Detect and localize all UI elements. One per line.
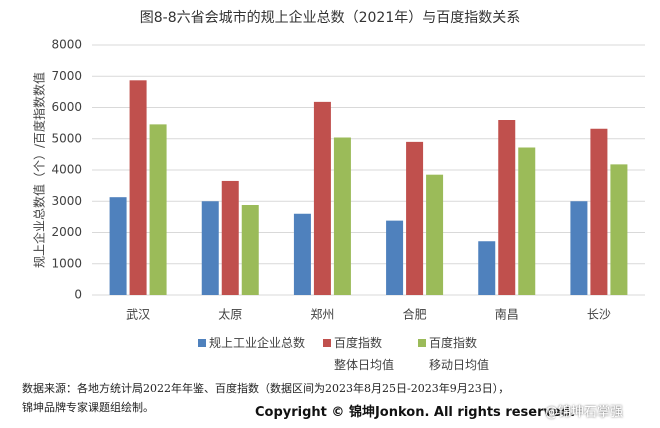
bar	[109, 197, 127, 295]
bar	[221, 180, 239, 295]
bar	[386, 220, 404, 295]
bar	[241, 205, 259, 295]
x-tick-label: 太原	[218, 307, 242, 322]
x-tick-label: 合肥	[403, 307, 427, 322]
copyright: Copyright © 锦坤Jonkon. All rights reserve…	[255, 405, 576, 420]
bar	[610, 164, 628, 295]
y-tick-label: 3000	[51, 194, 82, 208]
y-tick-label: 1000	[51, 256, 82, 270]
bar	[518, 147, 536, 295]
bar	[149, 124, 167, 295]
legend-label: 规上工业企业总数	[209, 336, 306, 350]
source-note: 锦坤品牌专家课题组绘制。	[22, 401, 154, 414]
y-tick-label: 7000	[51, 69, 82, 83]
legend-swatch	[418, 339, 426, 347]
y-tick-label: 4000	[51, 163, 82, 177]
bar	[333, 137, 351, 295]
bar	[201, 201, 219, 295]
x-tick-label: 郑州	[310, 307, 334, 322]
bar	[313, 101, 331, 295]
legend-label: 百度指数 整体日均值	[334, 336, 395, 372]
y-tick-label: 8000	[51, 38, 82, 52]
bar	[590, 128, 608, 295]
x-tick-label: 武汉	[126, 308, 150, 322]
bar	[293, 213, 311, 295]
y-tick-label: 2000	[51, 225, 82, 239]
legend-label: 百度指数 移动日均值	[429, 336, 490, 372]
legend-swatch	[323, 339, 331, 347]
x-tick-label: 长沙	[587, 308, 611, 322]
bar	[570, 201, 588, 295]
watermark: @锦坤石掌强	[545, 405, 624, 420]
y-tick-label: 0	[74, 288, 82, 302]
bar	[478, 241, 496, 295]
x-tick-label: 南昌	[495, 307, 519, 322]
bar	[129, 80, 147, 295]
legend-swatch	[198, 339, 206, 347]
chart-title: 图8-8六省会城市的规上企业总数（2021年）与百度指数关系	[140, 9, 521, 26]
source-note: 数据来源：各地方统计局2022年年鉴、百度指数（数据区间为2023年8月25日-…	[22, 382, 510, 395]
y-tick-label: 6000	[51, 100, 82, 114]
bar	[498, 120, 516, 295]
y-axis-label: 规上企业总数值（个）/百度指数数值	[32, 72, 47, 268]
bar	[406, 141, 424, 295]
bar	[426, 174, 444, 295]
y-tick-label: 5000	[51, 131, 82, 145]
